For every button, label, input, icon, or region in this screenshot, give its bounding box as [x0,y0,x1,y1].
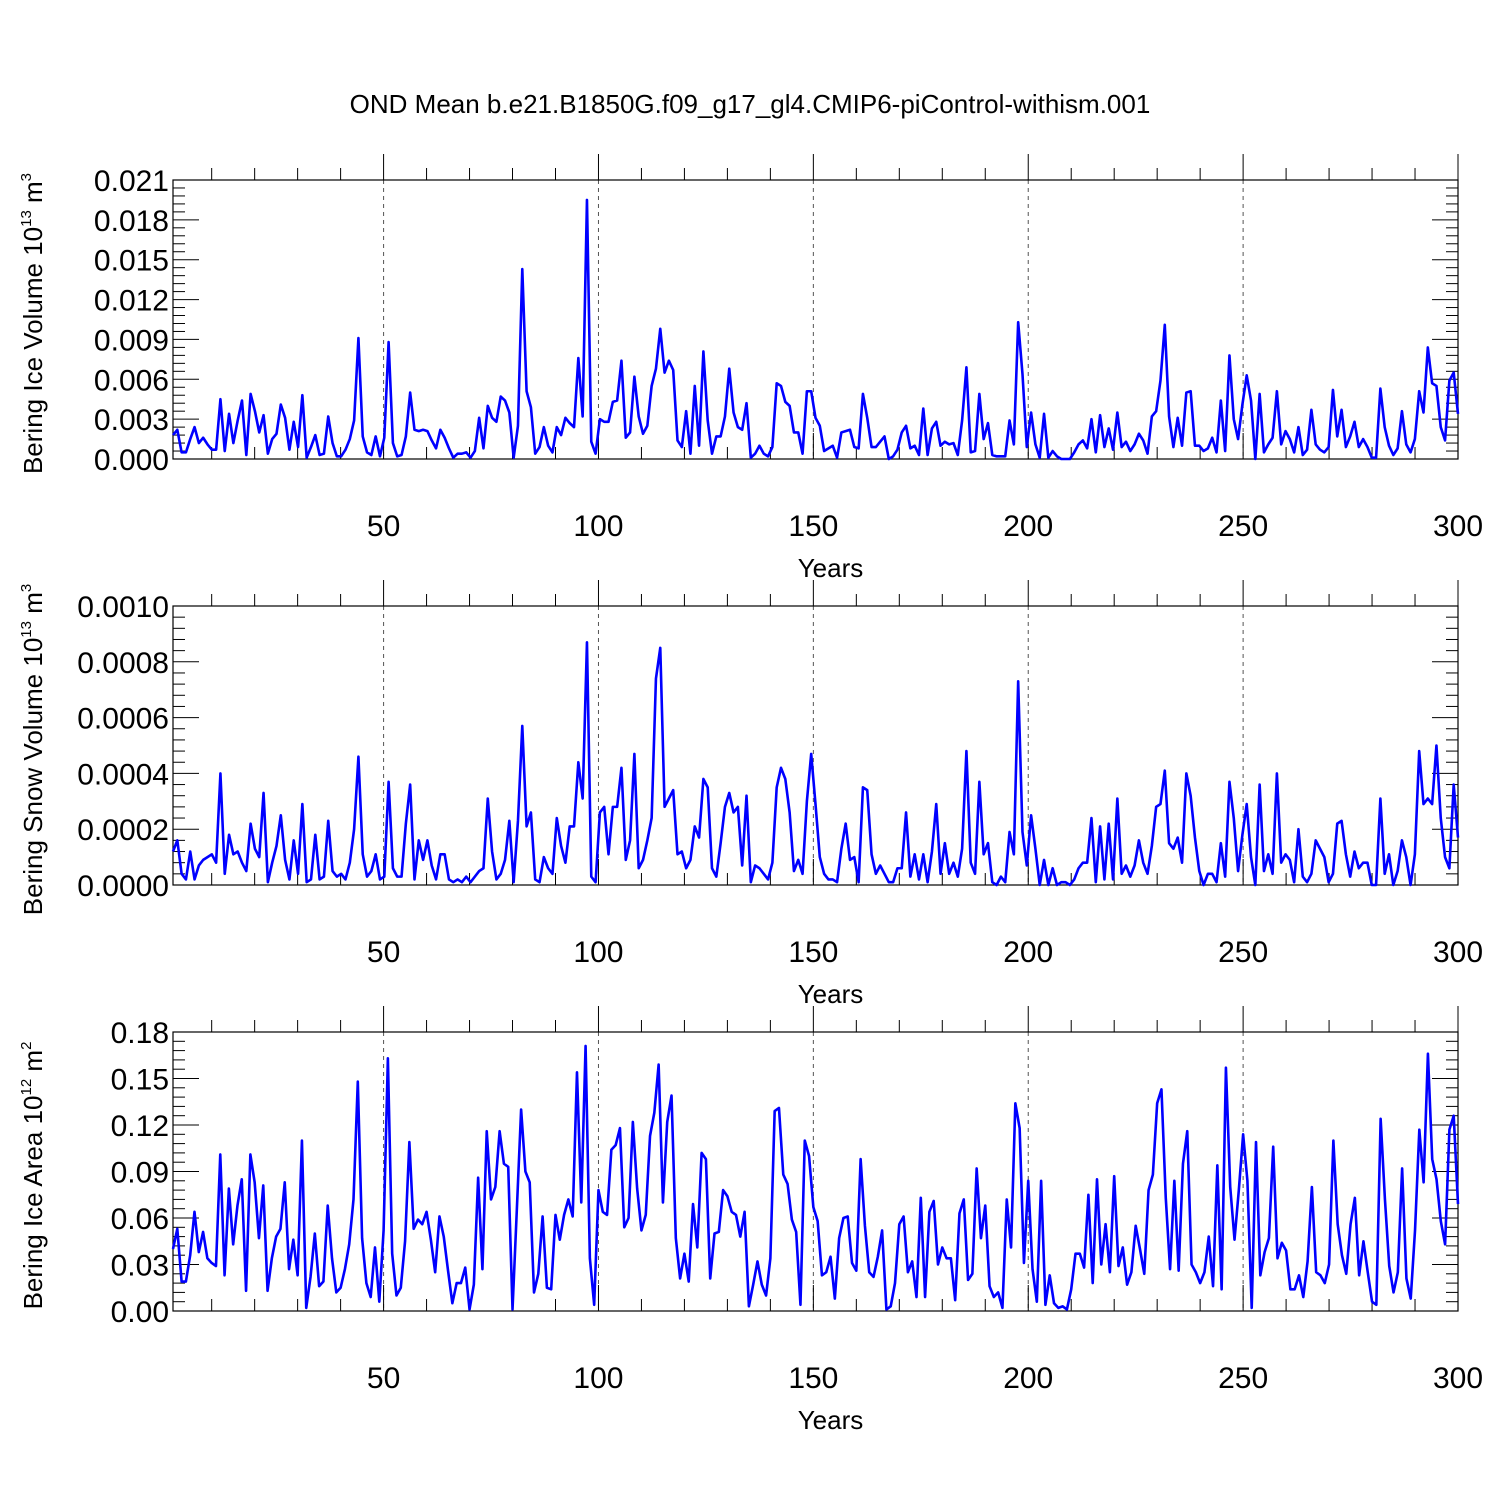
x-tick-label: 300 [1433,510,1483,543]
figure-title: OND Mean b.e21.B1850G.f09_g17_gl4.CMIP6-… [350,89,1151,119]
y-tick-label: 0.003 [94,404,169,437]
x-tick-label: 50 [367,1362,400,1395]
x-axis-title: Years [798,1405,864,1435]
y-tick-label: 0.06 [111,1203,169,1236]
x-tick-label: 200 [1003,510,1053,543]
series-line [171,198,1460,461]
x-tick-label: 250 [1218,936,1268,969]
y-axis-title-text: Bering Ice Volume 10 [18,227,48,474]
y-axis-title-unit-exponent: 3 [18,584,35,592]
y-axis-title-unit-exponent: 2 [18,1042,35,1050]
x-tick-label: 100 [573,936,623,969]
panels: 50 100 150 200 250 300Years0.0000.0030.0060.0… [18,154,1483,1435]
panel-2: 50 100 150 200 250 300 Years 0.0000 0.0002 0.0004… [18,580,1483,1009]
x-tick-label: 150 [788,510,838,543]
plot-frame [172,179,1459,460]
y-tick-label: 0.0000 [77,870,169,903]
plot-frame [172,605,1459,886]
series-line [171,640,1460,887]
panel-3: 50 100 150 200 250 300 Years 0.00 0.03 0.06 0.09 0.… [18,1006,1483,1435]
y-tick-label: 0.18 [111,1017,169,1050]
x-tick-label: 50 [367,510,400,543]
y-tick-label: 0.006 [94,364,169,397]
y-axis-title-text: Bering Snow Volume 10 [18,638,48,916]
y-tick-label: 0.021 [94,165,169,198]
y-axis-title: Bering Snow Volume 1013 m3 [18,584,48,915]
panel-1: 50 100 150 200 250 300 Years 0.000 0.003 0.006 0.0… [18,154,1483,583]
y-tick-label: 0.03 [111,1250,169,1283]
y-axis-title-unit: m [18,181,48,210]
x-tick-label: 200 [1003,1362,1053,1395]
y-axis-title-exponent: 12 [18,1079,35,1096]
y-axis-title-exponent: 13 [18,621,35,638]
y-tick-label: 0.09 [111,1157,169,1190]
x-tick-label: 150 [788,1362,838,1395]
y-tick-label: 0.000 [94,444,169,477]
x-tick-label: 150 [788,936,838,969]
x-tick-label: 250 [1218,1362,1268,1395]
y-tick-label: 0.00 [111,1296,169,1329]
y-axis-title-unit: m [18,1050,48,1079]
y-tick-label: 0.0004 [77,758,169,791]
y-tick-label: 0.0008 [77,647,169,680]
x-tick-label: 250 [1218,510,1268,543]
y-tick-label: 0.018 [94,205,169,238]
y-axis-title: Bering Ice Volume 1013 m3 [18,173,48,474]
y-tick-label: 0.15 [111,1064,169,1097]
series-line [171,1044,1460,1311]
y-tick-label: 0.0002 [77,814,169,847]
y-axis-title-unit-exponent: 3 [18,173,35,181]
x-tick-label: 100 [573,1362,623,1395]
y-axis-title-exponent: 13 [18,210,35,227]
y-tick-label: 0.12 [111,1110,169,1143]
y-tick-label: 0.009 [94,324,169,357]
x-tick-label: 300 [1433,936,1483,969]
y-axis-title: Bering Ice Area 1012 m2 [18,1042,48,1310]
x-tick-label: 200 [1003,936,1053,969]
y-tick-label: 0.0010 [77,591,169,624]
x-axis-title: Years [798,979,864,1009]
y-axis-title-text: Bering Ice Area 10 [18,1096,48,1310]
x-tick-label: 50 [367,936,400,969]
x-tick-label: 300 [1433,1362,1483,1395]
y-tick-label: 0.012 [94,285,169,318]
y-tick-label: 0.0006 [77,703,169,736]
y-axis-title-unit: m [18,592,48,621]
x-tick-label: 100 [573,510,623,543]
x-axis-title: Years [798,553,864,583]
y-tick-label: 0.015 [94,245,169,278]
